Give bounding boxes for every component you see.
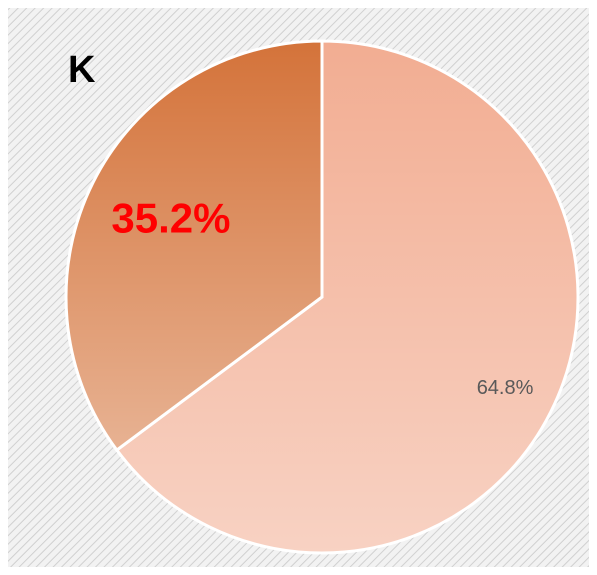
data-label: 35.2%: [111, 194, 230, 241]
data-label: 64.8%: [477, 377, 534, 399]
chart-title: K: [68, 49, 96, 91]
pie: [64, 39, 580, 555]
